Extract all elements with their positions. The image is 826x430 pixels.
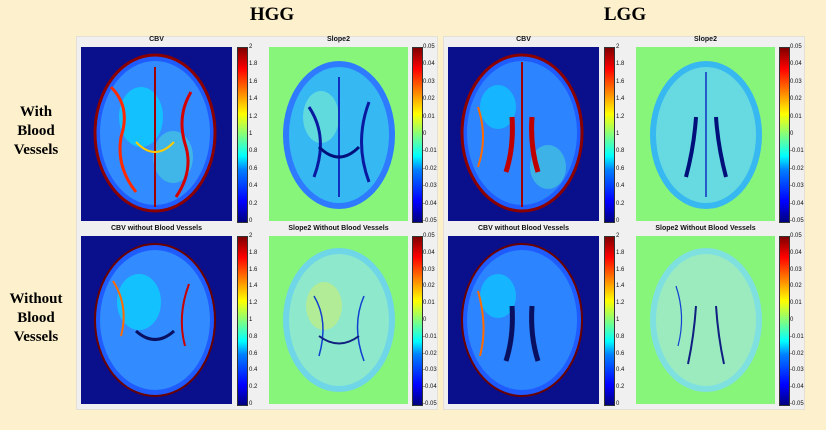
colorbar-cbv-ticks: 2 1.8 1.6 1.4 1.2 1 0.8 0.6 0.4 0.2 0 xyxy=(249,44,258,224)
hgg-cbv-panel: CBV xyxy=(81,36,232,221)
hgg-figure: CBV 2 1.8 1.6 1.4 1.2 1 0.8 0.6 0.4 0.2 … xyxy=(76,36,438,410)
hgg-title: HGG xyxy=(249,4,295,25)
lgg-cbv-panel: CBV xyxy=(448,36,599,221)
hgg-slope-wo-panel: Slope2 Without Blood Vessels xyxy=(269,225,408,404)
colorbar-cbv xyxy=(237,236,248,406)
colorbar-slope-ticks: 0.05 0.04 0.03 0.02 0.01 0 -0.01 -0.02 -… xyxy=(423,233,437,407)
colorbar-slope-ticks: 0.05 0.04 0.03 0.02 0.01 0 -0.01 -0.02 -… xyxy=(790,233,804,407)
colorbar-cbv-ticks: 2 1.8 1.6 1.4 1.2 1 0.8 0.6 0.4 0.2 0 xyxy=(616,233,625,407)
colorbar-cbv xyxy=(604,47,615,223)
brain-map-cbv-without-vessels xyxy=(448,236,599,404)
colorbar-cbv-ticks: 2 1.8 1.6 1.4 1.2 1 0.8 0.6 0.4 0.2 0 xyxy=(249,233,258,407)
hgg-cbv-wo-panel: CBV without Blood Vessels xyxy=(81,225,232,404)
row-label-without-vessels: Without Blood Vessels xyxy=(9,291,63,345)
lgg-figure: CBV 2 1.8 1.6 1.4 1.2 1 0.8 0.6 0.4 0.2 … xyxy=(443,36,805,410)
colorbar-slope xyxy=(412,47,423,223)
lgg-title: LGG xyxy=(603,4,647,25)
brain-map-slope-without-vessels xyxy=(636,236,775,404)
colorbar-cbv xyxy=(237,47,248,223)
colorbar-slope xyxy=(779,236,790,406)
colorbar-slope-ticks: 0.05 0.04 0.03 0.02 0.01 0 -0.01 -0.02 -… xyxy=(423,44,437,224)
brain-map-slope-without-vessels xyxy=(269,236,408,404)
brain-map-cbv xyxy=(81,47,232,221)
panel-title: CBV without Blood Vessels xyxy=(477,225,569,232)
lgg-slope-wo-panel: Slope2 Without Blood Vessels xyxy=(636,225,775,404)
brain-map-cbv xyxy=(448,47,599,221)
colorbar-cbv-ticks: 2 1.8 1.6 1.4 1.2 1 0.8 0.6 0.4 0.2 0 xyxy=(616,44,625,224)
colorbar-cbv xyxy=(604,236,615,406)
lgg-cbv-wo-panel: CBV without Blood Vessels xyxy=(448,225,599,404)
lgg-slope-panel: Slope2 xyxy=(636,36,775,221)
panel-title: CBV xyxy=(149,36,164,43)
colorbar-slope-ticks: 0.05 0.04 0.03 0.02 0.01 0 -0.01 -0.02 -… xyxy=(790,44,804,224)
panel-title: Slope2 Without Blood Vessels xyxy=(288,225,389,232)
panel-title: Slope2 Without Blood Vessels xyxy=(655,225,756,232)
panel-title: Slope2 xyxy=(694,36,717,43)
panel-title: CBV without Blood Vessels xyxy=(110,225,202,232)
brain-map-slope xyxy=(269,47,408,221)
colorbar-slope xyxy=(779,47,790,223)
brain-map-cbv-without-vessels xyxy=(81,236,232,404)
panel-title: Slope2 xyxy=(327,36,350,43)
panel-title: CBV xyxy=(516,36,531,43)
brain-map-slope xyxy=(636,47,775,221)
row-label-with-vessels: With Blood Vessels xyxy=(13,104,59,158)
colorbar-slope xyxy=(412,236,423,406)
hgg-slope-panel: Slope2 xyxy=(269,36,408,221)
